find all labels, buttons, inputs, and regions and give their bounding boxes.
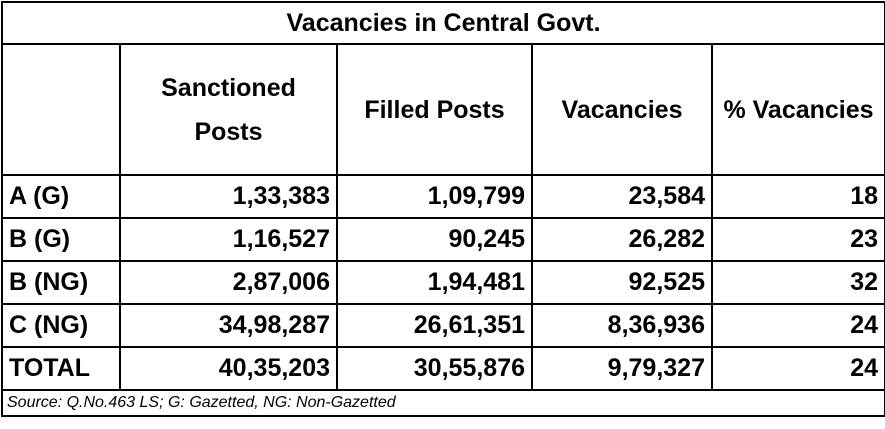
row-label: A (G) <box>1 174 121 219</box>
data-cell: 2,87,006 <box>119 260 338 305</box>
data-cell: 24 <box>710 303 885 348</box>
data-cell: 18 <box>710 174 885 219</box>
data-cell: 23 <box>710 217 885 262</box>
data-cell: 30,55,876 <box>336 346 533 391</box>
source-row: Source: Q.No.463 LS; G: Gazetted, NG: No… <box>0 389 885 417</box>
data-row: B (NG) 2,87,006 1,94,481 92,525 32 <box>1 260 885 305</box>
data-cell: 1,33,383 <box>119 174 338 219</box>
row-label: B (G) <box>1 217 121 262</box>
data-cell: 23,584 <box>531 174 713 219</box>
title-row: Vacancies in Central Govt. <box>0 1 885 45</box>
data-cell: 40,35,203 <box>119 346 338 391</box>
data-cell: 26,61,351 <box>336 303 533 348</box>
vacancy-table: Vacancies in Central Govt. Sanctioned Po… <box>0 1 885 417</box>
row-label: TOTAL <box>1 346 121 391</box>
table-body: Vacancies in Central Govt. Sanctioned Po… <box>0 1 885 417</box>
header-cell: Filled Posts <box>336 43 533 176</box>
corner-cell <box>1 43 121 176</box>
table-title: Vacancies in Central Govt. <box>0 1 885 45</box>
data-cell: 90,245 <box>336 217 533 262</box>
data-row: B (G) 1,16,527 90,245 26,282 23 <box>1 217 885 262</box>
data-cell: 92,525 <box>531 260 713 305</box>
data-cell: 26,282 <box>531 217 713 262</box>
data-row: A (G) 1,33,383 1,09,799 23,584 18 <box>1 174 885 219</box>
data-cell: 34,98,287 <box>119 303 338 348</box>
data-cell: 32 <box>710 260 885 305</box>
header-row: Sanctioned Posts Filled Posts Vacancies% V… <box>1 43 885 176</box>
data-cell: 1,09,799 <box>336 174 533 219</box>
row-label: B (NG) <box>1 260 121 305</box>
data-cell: 24 <box>710 346 885 391</box>
row-label: C (NG) <box>1 303 121 348</box>
header-cell: Vacancies <box>531 43 713 176</box>
data-row: C (NG) 34,98,287 26,61,351 8,36,936 24 <box>1 303 885 348</box>
data-cell: 8,36,936 <box>531 303 713 348</box>
header-cell: % Vacancies <box>710 43 885 176</box>
header-cell: Sanctioned Posts <box>119 43 338 176</box>
data-cell: 1,94,481 <box>336 260 533 305</box>
source-note: Source: Q.No.463 LS; G: Gazetted, NG: No… <box>0 389 885 417</box>
data-row: TOTAL 40,35,203 30,55,876 9,79,327 24 <box>1 346 885 391</box>
data-cell: 9,79,327 <box>531 346 713 391</box>
data-cell: 1,16,527 <box>119 217 338 262</box>
